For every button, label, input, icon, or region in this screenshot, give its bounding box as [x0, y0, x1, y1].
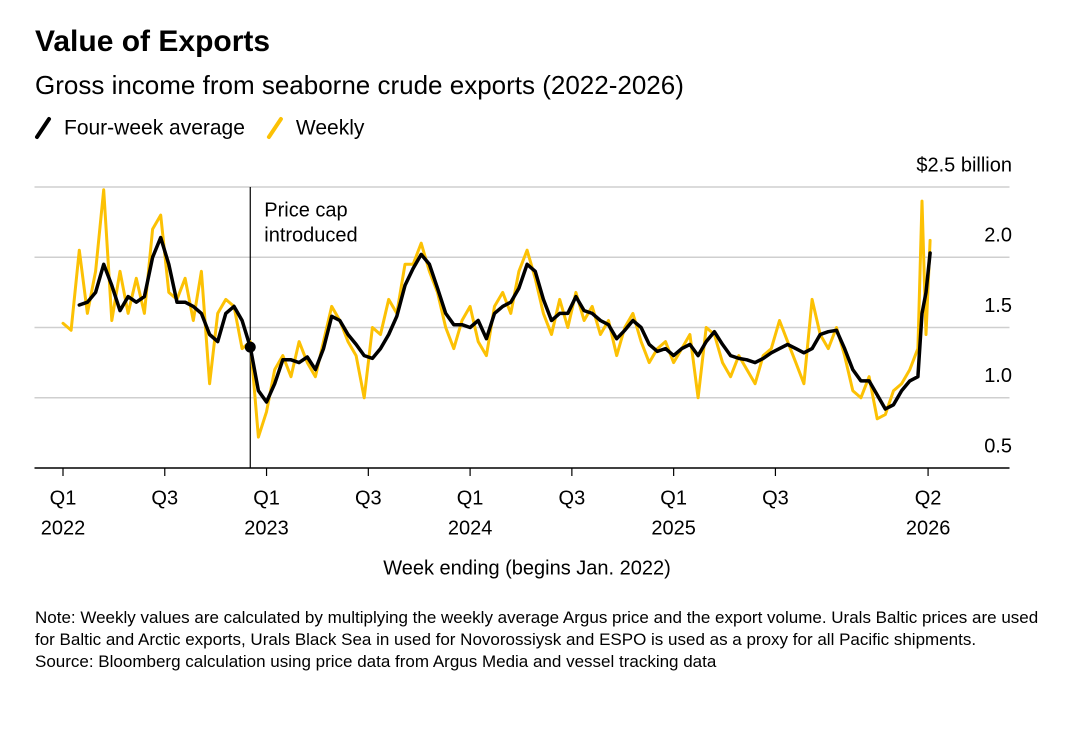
note: Note: Weekly values are calculated by mu…	[35, 608, 1039, 649]
x-tick-year: 2024	[448, 517, 493, 539]
notes: Note: Weekly values are calculated by mu…	[35, 607, 1045, 673]
x-tick-year: 2022	[41, 517, 86, 539]
x-tick-label: Q3	[355, 487, 382, 509]
x-tick-year: 2026	[906, 517, 951, 539]
y-tick-label: $2.5 billion	[916, 154, 1012, 176]
chart-subtitle: Gross income from seaborne crude exports…	[35, 70, 684, 100]
x-tick-label: Q1	[660, 487, 687, 509]
y-tick-label: 1.0	[984, 365, 1012, 387]
x-tick-label: Q1	[50, 487, 77, 509]
x-tick-label: Q3	[762, 487, 789, 509]
x-axis-label: Week ending (begins Jan. 2022)	[383, 557, 671, 579]
legend-swatch	[35, 117, 51, 139]
annotation-dot	[244, 341, 256, 353]
legend-label: Four-week average	[64, 117, 245, 140]
chart-title: Value of Exports	[35, 25, 270, 58]
legend-label: Weekly	[296, 117, 365, 140]
x-tick-year: 2023	[244, 517, 289, 539]
x-tick-label: Q1	[253, 487, 280, 509]
x-tick-label: Q3	[151, 487, 178, 509]
y-tick-label: 2.0	[984, 225, 1012, 247]
source: Source: Bloomberg calculation using pric…	[35, 652, 717, 671]
x-tick-label: Q1	[457, 487, 484, 509]
annotation-text: Price cap	[264, 199, 347, 221]
chart: Value of Exports Gross income from seabo…	[34, 25, 1012, 579]
x-tick-year: 2025	[651, 517, 696, 539]
series-line	[77, 235, 932, 411]
y-tick-label: 1.5	[984, 295, 1012, 317]
x-tick-label: Q2	[915, 487, 942, 509]
series-line	[61, 188, 932, 439]
annotation-text: introduced	[264, 224, 357, 246]
x-tick-label: Q3	[559, 487, 586, 509]
legend-swatch	[266, 117, 283, 139]
y-tick-label: 0.5	[984, 435, 1012, 457]
